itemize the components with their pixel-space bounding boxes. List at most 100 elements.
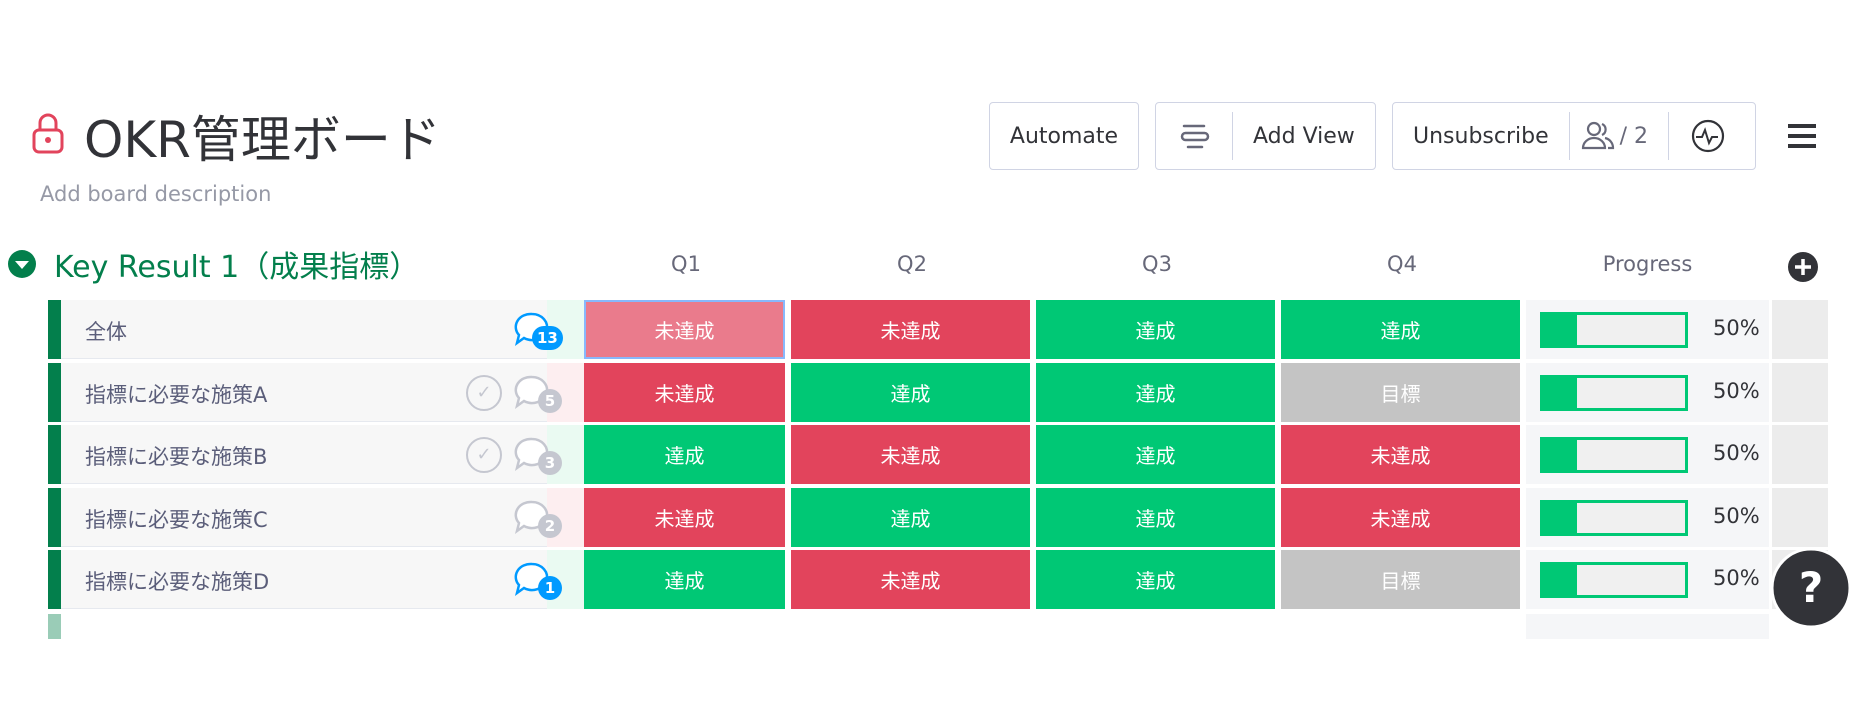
status-label: 未達成: [1370, 506, 1431, 531]
separator: [1568, 112, 1570, 160]
status-cell[interactable]: 達成: [1036, 425, 1275, 485]
board-title: OKR管理ボード: [84, 111, 441, 169]
status-cell[interactable]: 達成: [1036, 362, 1275, 422]
row-end: [1772, 300, 1828, 359]
row-bar: [48, 300, 61, 359]
status-cell[interactable]: 達成: [1036, 487, 1275, 547]
svg-text:?: ?: [1799, 563, 1823, 612]
new-row-cell: [1526, 614, 1769, 639]
column-header: Q2: [897, 252, 927, 276]
item-name[interactable]: 指標に必要な施策C: [85, 507, 268, 532]
status-label: 未達成: [654, 506, 715, 531]
row-end: [1772, 487, 1828, 547]
group-collapse[interactable]: [7, 249, 37, 279]
add-column[interactable]: [1787, 251, 1819, 283]
status-cell[interactable]: 達成: [584, 425, 785, 485]
status-cell[interactable]: 未達成: [1281, 425, 1520, 485]
item-name[interactable]: 指標に必要な施策D: [85, 570, 270, 595]
status-label: 達成: [890, 381, 931, 406]
column-header: Q3: [1142, 252, 1172, 276]
column-header: Q4: [1387, 252, 1417, 276]
status-label: 未達成: [880, 319, 941, 343]
status-cell[interactable]: 未達成: [791, 550, 1030, 610]
status-label: 達成: [1135, 319, 1176, 343]
status-label: 達成: [1135, 506, 1176, 531]
status-cell[interactable]: 未達成: [791, 300, 1030, 359]
status-cell[interactable]: 達成: [584, 550, 785, 610]
comment-count: 13: [532, 326, 563, 350]
comment-count: 2: [538, 513, 562, 538]
status-label: 未達成: [654, 319, 715, 343]
status-label: 達成: [1135, 569, 1176, 594]
name-cell: [61, 487, 547, 547]
group-title: Key Result 1（成果指標）: [54, 250, 420, 285]
lock-icon: [32, 113, 64, 154]
comment-count: 1: [538, 576, 562, 601]
icon: [1180, 124, 1210, 149]
progress-label: 50%: [1713, 441, 1760, 466]
row-end: [1772, 425, 1828, 485]
status-cell[interactable]: 未達成: [1281, 487, 1520, 547]
status-cell[interactable]: 達成: [791, 487, 1030, 547]
name-cell: [61, 300, 547, 359]
progress-fill: [1540, 499, 1577, 536]
row-bar: [48, 425, 61, 485]
row-bar: [48, 362, 61, 422]
progress-label: 50%: [1713, 378, 1760, 403]
status-label: 目標: [1380, 569, 1421, 594]
status-cell[interactable]: 目標: [1281, 550, 1520, 610]
status-cell[interactable]: 未達成: [584, 300, 785, 359]
status-cell[interactable]: 達成: [791, 362, 1030, 422]
label: Add View: [1253, 123, 1355, 149]
separator: [1668, 112, 1670, 160]
check-icon[interactable]: ✓: [466, 437, 502, 474]
new-row-bar: [48, 614, 61, 639]
item-name[interactable]: 全体: [85, 320, 127, 344]
separator: [1232, 112, 1233, 160]
add-view-button[interactable]: Add View: [1155, 102, 1376, 170]
activity-icon[interactable]: [1669, 116, 1747, 156]
progress-fill: [1540, 562, 1577, 599]
name-cell: [61, 550, 547, 610]
members-icon[interactable]: [1570, 118, 1620, 154]
item-name[interactable]: 指標に必要な施策A: [85, 382, 268, 407]
menu-icon[interactable]: [1788, 122, 1816, 150]
label: Automate: [1009, 123, 1119, 149]
column-header: Q1: [671, 252, 701, 276]
comment-count: 3: [538, 451, 562, 476]
item-name[interactable]: 指標に必要な施策B: [85, 445, 268, 470]
automate-button[interactable]: Automate: [989, 102, 1139, 170]
check-icon[interactable]: ✓: [466, 374, 502, 411]
status-cell[interactable]: 達成: [1036, 300, 1275, 359]
status-label: 達成: [890, 506, 931, 531]
status-label: 未達成: [654, 381, 715, 406]
status-label: 達成: [1135, 444, 1176, 469]
status-cell[interactable]: 未達成: [791, 425, 1030, 485]
column-header: Progress: [1602, 252, 1693, 276]
progress-label: 50%: [1713, 503, 1760, 528]
status-label: 未達成: [880, 444, 941, 469]
progress-label: 50%: [1713, 316, 1760, 340]
row-bar: [48, 550, 61, 610]
row-end: [1772, 362, 1828, 422]
status-cell[interactable]: 達成: [1036, 550, 1275, 610]
status-cell[interactable]: 達成: [1281, 300, 1520, 359]
board-actions: Unsubscribe / 2: [1392, 102, 1756, 170]
status-cell[interactable]: 未達成: [584, 362, 785, 422]
board-description[interactable]: Add board description: [40, 182, 272, 206]
members-count: / 2: [1619, 123, 1649, 149]
progress-label: 50%: [1713, 566, 1760, 591]
status-cell[interactable]: 未達成: [584, 487, 785, 547]
status-label: 未達成: [1370, 444, 1431, 469]
status-label: 目標: [1380, 381, 1421, 406]
progress-fill: [1540, 312, 1577, 348]
status-label: 達成: [664, 569, 705, 594]
status-label: 未達成: [880, 569, 941, 594]
row-bar: [48, 487, 61, 547]
progress-fill: [1540, 437, 1577, 474]
help-button[interactable]: ?: [1769, 546, 1853, 630]
status-cell[interactable]: 目標: [1281, 362, 1520, 422]
unsubscribe[interactable]: Unsubscribe: [1413, 123, 1549, 149]
status-label: 達成: [1135, 381, 1176, 406]
